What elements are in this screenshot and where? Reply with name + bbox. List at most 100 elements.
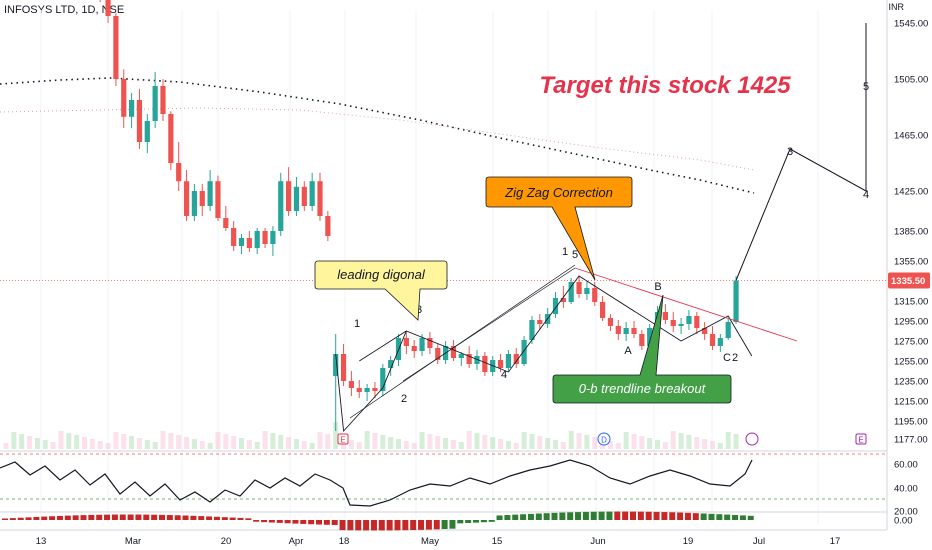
candle-body (231, 228, 237, 246)
candle-body (254, 231, 260, 248)
volume-bar (553, 440, 558, 449)
candle-body (662, 312, 668, 320)
macd-bar (9, 518, 16, 520)
macd-bar (504, 515, 511, 520)
macd-bar (708, 513, 715, 520)
candle-body (639, 334, 645, 346)
macd-bar (575, 512, 582, 520)
candle (662, 304, 668, 324)
macd-bar (559, 512, 566, 520)
volume-bar (419, 432, 425, 449)
time-tick-label: May (421, 536, 439, 547)
candle (702, 322, 708, 340)
volume-bar (309, 443, 315, 449)
split-marker-circle (745, 432, 759, 446)
time-tick-label: 13 (36, 536, 47, 547)
macd-bar (684, 512, 691, 520)
candle (286, 167, 292, 216)
candle-body (623, 328, 629, 334)
price-tick-label: 1355.00 (894, 257, 928, 268)
candle (356, 380, 362, 398)
time-tick-label: 19 (683, 536, 694, 547)
candle-body (521, 340, 527, 364)
candle-body (607, 318, 614, 326)
volume-bar (623, 432, 629, 449)
volume-bar (560, 442, 566, 449)
candle (152, 72, 158, 128)
candle-body (497, 360, 504, 368)
macd-bar (159, 514, 165, 520)
candle-body (686, 316, 692, 324)
volume-bar (450, 440, 456, 449)
macd-bar (496, 515, 503, 520)
candle (584, 281, 590, 300)
candle-body (717, 338, 723, 346)
volume-bar (34, 438, 40, 449)
volume-bar (733, 434, 739, 449)
candle (458, 352, 464, 366)
candle (246, 231, 252, 252)
time-tick-label: Apr (289, 536, 304, 547)
candle (129, 93, 135, 128)
candle-body (631, 328, 637, 334)
candle (99, 0, 101, 2)
breakout-callout (552, 294, 732, 404)
volume-bar (136, 438, 142, 449)
volume-bar (270, 433, 276, 449)
volume-bar (647, 438, 653, 449)
candle (176, 142, 182, 191)
volume-bar (74, 435, 80, 449)
macd-bar (339, 520, 346, 531)
wave-label: A (624, 345, 632, 357)
leading-diagonal-callout (314, 260, 448, 321)
candle (717, 334, 723, 352)
time-tick-label: Jul (753, 536, 765, 547)
volume-bar (82, 437, 87, 449)
macd-bar (276, 520, 283, 523)
macd-bar (49, 516, 56, 520)
candle (709, 326, 716, 350)
zigzag-callout (485, 176, 633, 281)
macd-bar (535, 513, 542, 520)
candle (340, 344, 347, 386)
macd-bar (418, 520, 425, 530)
volume-bar (168, 433, 174, 449)
candle-body (584, 288, 590, 294)
callouts: Target this stock 1425 leading digonal Zig… (314, 72, 791, 404)
volume-bar (498, 439, 504, 449)
volume-bar (199, 441, 205, 449)
macd-bar (331, 520, 338, 525)
volume-bar (521, 432, 527, 449)
volume-bar (66, 433, 72, 449)
macd-bar (370, 520, 377, 531)
macd-bar (182, 515, 189, 520)
volume-bar (348, 440, 354, 449)
candle-body (568, 282, 574, 302)
macd-bar (441, 520, 448, 530)
candle-body (144, 121, 150, 142)
candle-body (286, 181, 292, 211)
volume-bar (223, 434, 229, 449)
candle (615, 320, 621, 340)
candle-body (513, 354, 519, 364)
macd-bar (151, 514, 158, 520)
candle (105, 0, 111, 23)
volume-bar (89, 439, 95, 449)
price-tick-label: 1215.00 (894, 397, 928, 408)
volume-bar (411, 443, 417, 449)
volume-bar (388, 437, 394, 449)
volume-bar (333, 422, 339, 449)
price-tick-label: 1505.00 (894, 75, 928, 86)
macd-bar (25, 517, 32, 520)
macd-tick-label: 0.00 (894, 516, 913, 527)
candle (317, 172, 323, 221)
candle (262, 228, 268, 248)
volume-bar (246, 440, 252, 449)
candle-body (733, 280, 739, 322)
macd-bar (80, 515, 87, 520)
candle-body (262, 231, 268, 244)
time-tick-label: 17 (830, 536, 841, 547)
candle (113, 13, 119, 86)
